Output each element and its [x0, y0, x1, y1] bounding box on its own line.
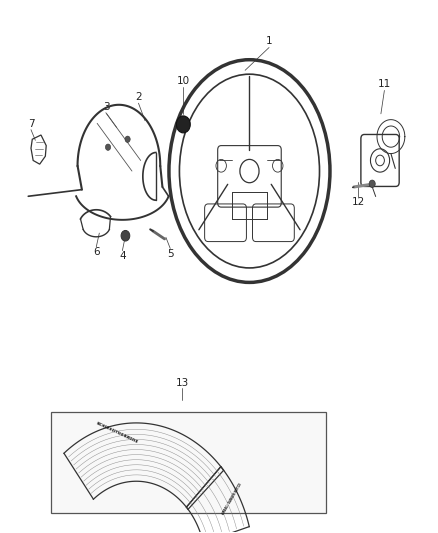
Text: 5: 5 — [167, 249, 173, 259]
Circle shape — [369, 180, 375, 188]
Circle shape — [121, 230, 130, 241]
Circle shape — [106, 144, 111, 150]
Text: 7: 7 — [28, 119, 34, 130]
Text: 12: 12 — [352, 197, 365, 207]
Circle shape — [177, 116, 190, 133]
Text: 10: 10 — [177, 76, 190, 86]
Text: 4: 4 — [119, 251, 126, 261]
Text: 1: 1 — [266, 36, 272, 46]
Text: 3: 3 — [103, 102, 110, 112]
Bar — [51, 413, 325, 513]
Text: 13: 13 — [175, 378, 189, 388]
Circle shape — [125, 136, 130, 142]
Text: SICHERHEITSHINWEISE: SICHERHEITSHINWEISE — [95, 422, 139, 445]
Text: AIRBAG / DANGER NOTICE: AIRBAG / DANGER NOTICE — [222, 482, 243, 515]
Text: 11: 11 — [378, 79, 391, 89]
Text: 6: 6 — [93, 247, 99, 257]
Text: 2: 2 — [135, 92, 142, 102]
